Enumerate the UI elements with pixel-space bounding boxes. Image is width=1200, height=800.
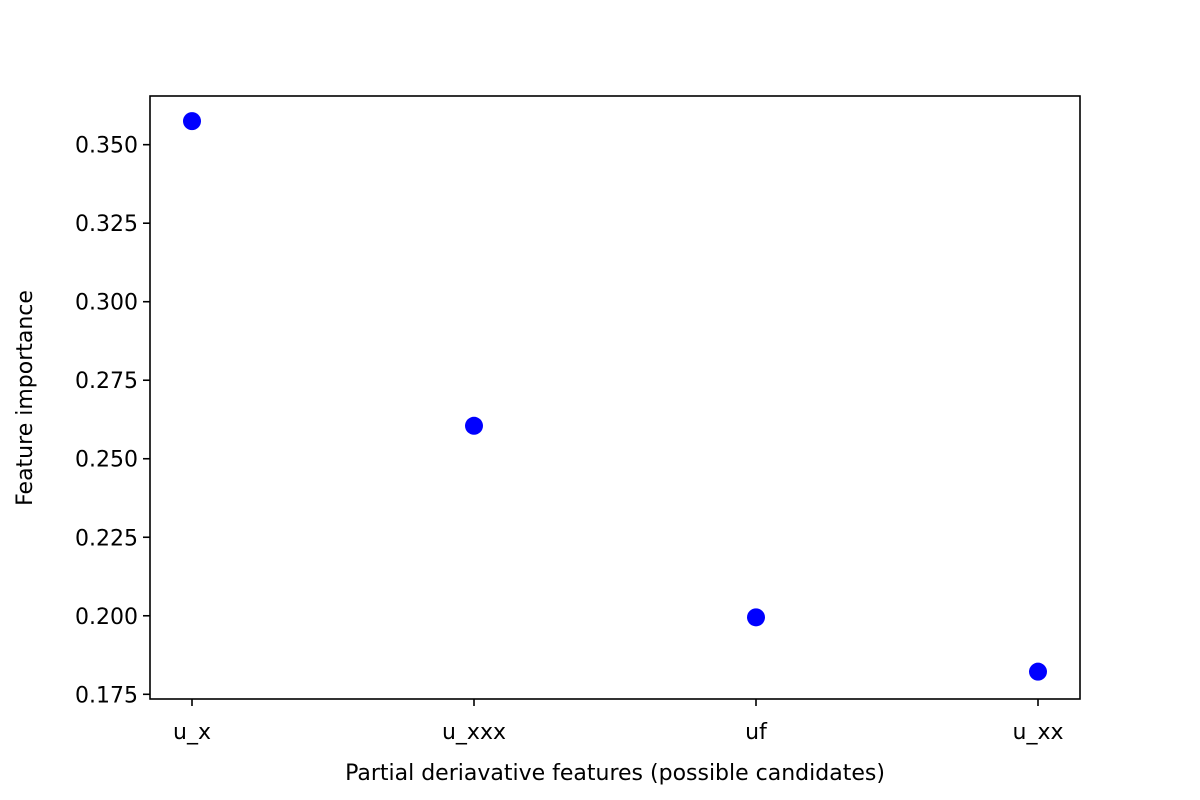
data-point-u-xx xyxy=(1029,662,1047,681)
x-tick-label: u_xx xyxy=(1013,720,1064,745)
x-axis-ticks: u_x u_xxx uf u_xx xyxy=(173,699,1063,745)
y-axis-label: Feature importance xyxy=(13,290,38,506)
y-tick-label: 0.300 xyxy=(75,291,138,316)
y-tick-label: 0.200 xyxy=(75,605,138,630)
x-tick-label: u_x xyxy=(173,720,211,745)
data-points xyxy=(183,112,1047,681)
y-tick-label: 0.325 xyxy=(75,212,138,237)
data-point-u-x xyxy=(183,112,201,131)
y-axis-ticks: 0.175 0.200 0.225 0.250 0.275 0.300 0.325 0.350 xyxy=(75,134,150,708)
data-point-uf xyxy=(747,608,765,627)
x-axis-label: Partial deriavative features (possible c… xyxy=(345,761,885,786)
y-tick-label: 0.275 xyxy=(75,369,138,394)
y-tick-label: 0.350 xyxy=(75,134,138,159)
y-tick-label: 0.225 xyxy=(75,526,138,551)
y-tick-label: 0.175 xyxy=(75,683,138,708)
y-tick-label: 0.250 xyxy=(75,448,138,473)
data-point-u-xxx xyxy=(465,416,483,435)
plot-area-frame xyxy=(149,95,1081,700)
x-tick-label: u_xxx xyxy=(442,720,506,745)
x-tick-label: uf xyxy=(745,720,768,745)
